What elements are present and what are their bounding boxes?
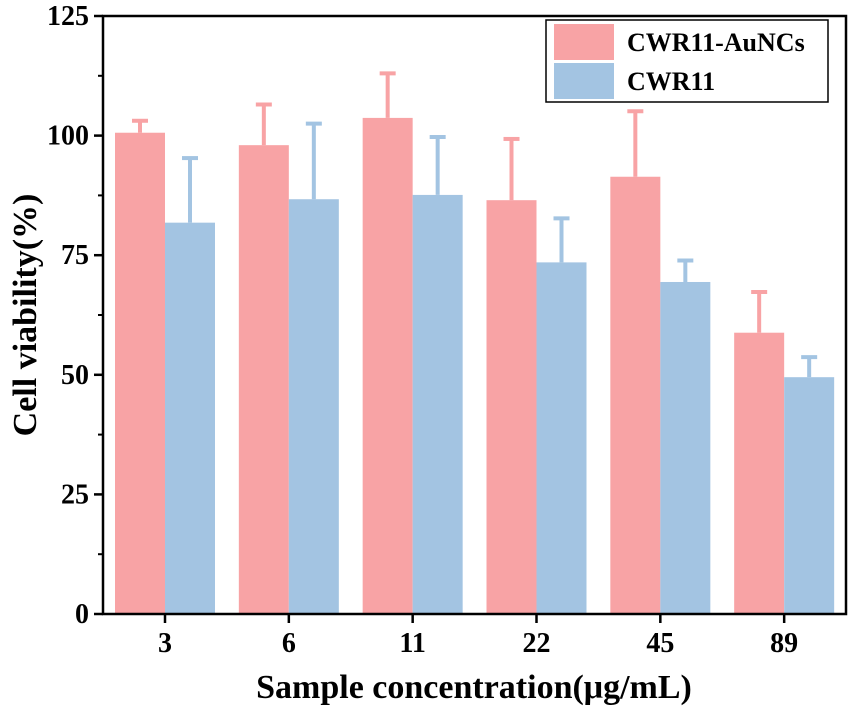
y-axis-title: Cell viability(%) [7, 194, 44, 437]
y-tick-label-75: 75 [61, 240, 89, 271]
error-bar-cwr11-auncs-6 [255, 102, 272, 146]
error-bar-cwr11-3 [182, 156, 198, 223]
axis-layer: 3 6 11 22 45 89 0 25 50 75 100 125 [47, 1, 798, 659]
y-tick-label-50: 50 [61, 360, 89, 391]
y-tick-label-100: 100 [47, 121, 89, 152]
error-bar-cwr11-11 [429, 135, 446, 195]
legend-label-cwr11-aunics: CWR11-AuNCs [627, 28, 805, 57]
bar-cwr11-6 [288, 199, 339, 614]
bars-layer [115, 117, 835, 614]
legend-label-cwr11: CWR11 [627, 67, 715, 96]
x-tick-label-3: 3 [158, 628, 172, 659]
error-bars-layer [132, 71, 818, 378]
error-bar-cwr11-auncs-45 [627, 109, 644, 177]
error-bar-cwr11-auncs-89 [751, 290, 768, 333]
legend: CWR11-AuNCs CWR11 [545, 19, 829, 103]
error-bar-cwr11-89 [801, 355, 818, 378]
legend-swatch-cwr11 [554, 63, 614, 99]
error-bar-cwr11-auncs-22 [503, 136, 520, 201]
bar-cwr11-89 [784, 377, 835, 614]
bar-cwr11-22 [536, 262, 587, 614]
bar-cwr11-3 [165, 222, 215, 614]
x-tick-label-45: 45 [646, 628, 674, 659]
x-tick-label-11: 11 [399, 628, 425, 659]
x-tick-label-6: 6 [282, 628, 296, 659]
error-bar-cwr11-auncs-3 [132, 118, 148, 133]
y-tick-label-25: 25 [61, 479, 89, 510]
bar-cwr11-auncs-11 [362, 117, 413, 614]
bar-cwr11-45 [660, 281, 711, 614]
legend-swatch-cwr11-aunics [554, 24, 614, 60]
bar-cwr11-auncs-89 [734, 332, 785, 614]
error-bar-cwr11-45 [677, 258, 694, 282]
error-bar-cwr11-6 [305, 121, 322, 200]
bar-cwr11-auncs-3 [115, 132, 165, 614]
y-tick-label-0: 0 [75, 599, 89, 630]
x-axis-title: Sample concentration(μg/mL) [256, 669, 692, 706]
error-bar-cwr11-22 [553, 216, 570, 263]
bar-cwr11-auncs-6 [238, 145, 289, 614]
y-tick-label-125: 125 [47, 1, 89, 32]
error-bar-cwr11-auncs-11 [379, 71, 396, 118]
bar-cwr11-auncs-22 [486, 200, 537, 614]
x-tick-label-22: 22 [523, 628, 551, 659]
bar-cwr11-auncs-45 [610, 176, 661, 614]
bar-cwr11-11 [412, 194, 463, 614]
x-tick-label-89: 89 [770, 628, 798, 659]
